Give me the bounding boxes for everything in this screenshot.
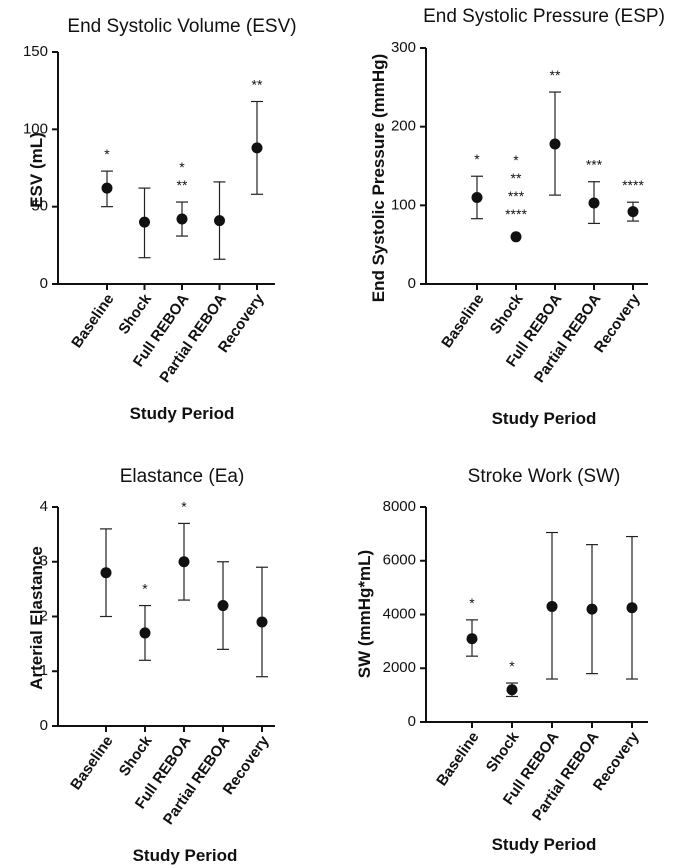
significance-annotation: **: [252, 76, 263, 92]
x-category-label: Baseline: [438, 291, 487, 351]
data-point: [139, 627, 151, 639]
x-category-label: Partial REBOA: [156, 291, 230, 386]
y-tick-label: 300: [391, 39, 416, 56]
chart-title: End Systolic Volume (ESV): [67, 16, 296, 37]
y-tick-label: 0: [408, 275, 416, 292]
data-point: [176, 213, 188, 225]
y-tick-label: 50: [31, 198, 48, 215]
y-tick-label: 200: [391, 118, 416, 135]
significance-annotation: ***: [508, 188, 525, 204]
x-axis-label: Study Period: [492, 835, 597, 854]
data-point: [510, 231, 522, 243]
x-category-label: Shock: [487, 290, 527, 337]
y-tick-label: 4: [40, 498, 48, 515]
significance-annotation: *: [104, 146, 110, 162]
y-tick-label: 0: [408, 713, 416, 730]
data-point: [217, 600, 229, 612]
data-point: [627, 206, 639, 218]
data-point: [139, 216, 150, 228]
y-tick-label: 2000: [383, 659, 416, 676]
x-axis-label: Study Period: [130, 404, 235, 423]
data-point: [588, 197, 600, 209]
y-tick-label: 1: [40, 662, 48, 679]
data-point: [466, 633, 478, 645]
x-category-label: Baseline: [433, 729, 482, 789]
significance-annotation: **: [511, 170, 522, 186]
data-point: [586, 603, 598, 615]
data-point: [178, 556, 190, 568]
y-tick-label: 150: [23, 43, 48, 60]
significance-annotation: **: [550, 67, 561, 83]
x-category-label: Shock: [116, 732, 156, 779]
chart-panel-2: End Systolic Pressure (ESP) 0 100 200 300End…: [369, 6, 665, 428]
chart-title: Stroke Work (SW): [468, 466, 621, 487]
data-point: [471, 191, 483, 203]
data-point: [214, 215, 225, 227]
y-tick-label: 2: [40, 607, 48, 624]
significance-annotation: *: [513, 152, 519, 168]
x-category-label: Shock: [115, 290, 155, 337]
x-axis-label: Study Period: [133, 846, 238, 865]
significance-annotation: *: [509, 658, 515, 674]
data-point: [100, 567, 112, 579]
data-point: [626, 602, 638, 614]
y-axis-label: End Systolic Pressure (mmHg): [369, 54, 388, 302]
significance-annotation: *: [142, 581, 148, 597]
significance-annotation: ***: [586, 157, 603, 173]
data-point: [256, 616, 268, 628]
y-tick-label: 100: [391, 196, 416, 213]
chart-title: End Systolic Pressure (ESP): [423, 6, 665, 27]
y-axis-label: SW (mmHg*mL): [355, 550, 374, 678]
significance-annotation: *: [474, 151, 480, 167]
data-point: [101, 182, 113, 194]
significance-annotation: **: [177, 177, 188, 193]
x-category-label: Baseline: [68, 291, 117, 351]
y-tick-label: 100: [23, 120, 48, 137]
data-point: [546, 600, 558, 612]
x-category-label: Baseline: [67, 733, 116, 793]
chart-title: Elastance (Ea): [120, 466, 245, 487]
significance-annotation: *: [469, 595, 475, 611]
y-tick-label: 3: [40, 553, 48, 570]
significance-annotation: ****: [622, 177, 644, 193]
significance-annotation: *: [179, 159, 185, 175]
chart-panel-1: End Systolic Volume (ESV) 0 50 100 150 ESV (m…: [23, 16, 297, 423]
y-tick-label: 6000: [383, 552, 416, 569]
y-tick-label: 0: [40, 275, 48, 292]
significance-annotation: *: [181, 498, 187, 514]
data-point: [251, 142, 263, 154]
y-axis-label: Arterial Elastance: [27, 546, 46, 690]
y-tick-label: 0: [40, 717, 48, 734]
chart-panel-3: Elastance (Ea) 0 1 2 3 4 Arterial Elastance Stu…: [27, 466, 275, 865]
chart-panel-4: Stroke Work (SW) 0 2000 4000 6000 8000 SW (mmH…: [355, 466, 648, 854]
y-axis-label: ESV (mL): [27, 132, 46, 208]
significance-annotation: ****: [505, 206, 527, 222]
data-point: [549, 138, 561, 150]
x-axis-label: Study Period: [492, 409, 597, 428]
y-tick-label: 8000: [383, 498, 416, 515]
data-point: [506, 684, 518, 696]
x-category-label: Shock: [483, 728, 523, 775]
y-tick-label: 4000: [383, 605, 416, 622]
